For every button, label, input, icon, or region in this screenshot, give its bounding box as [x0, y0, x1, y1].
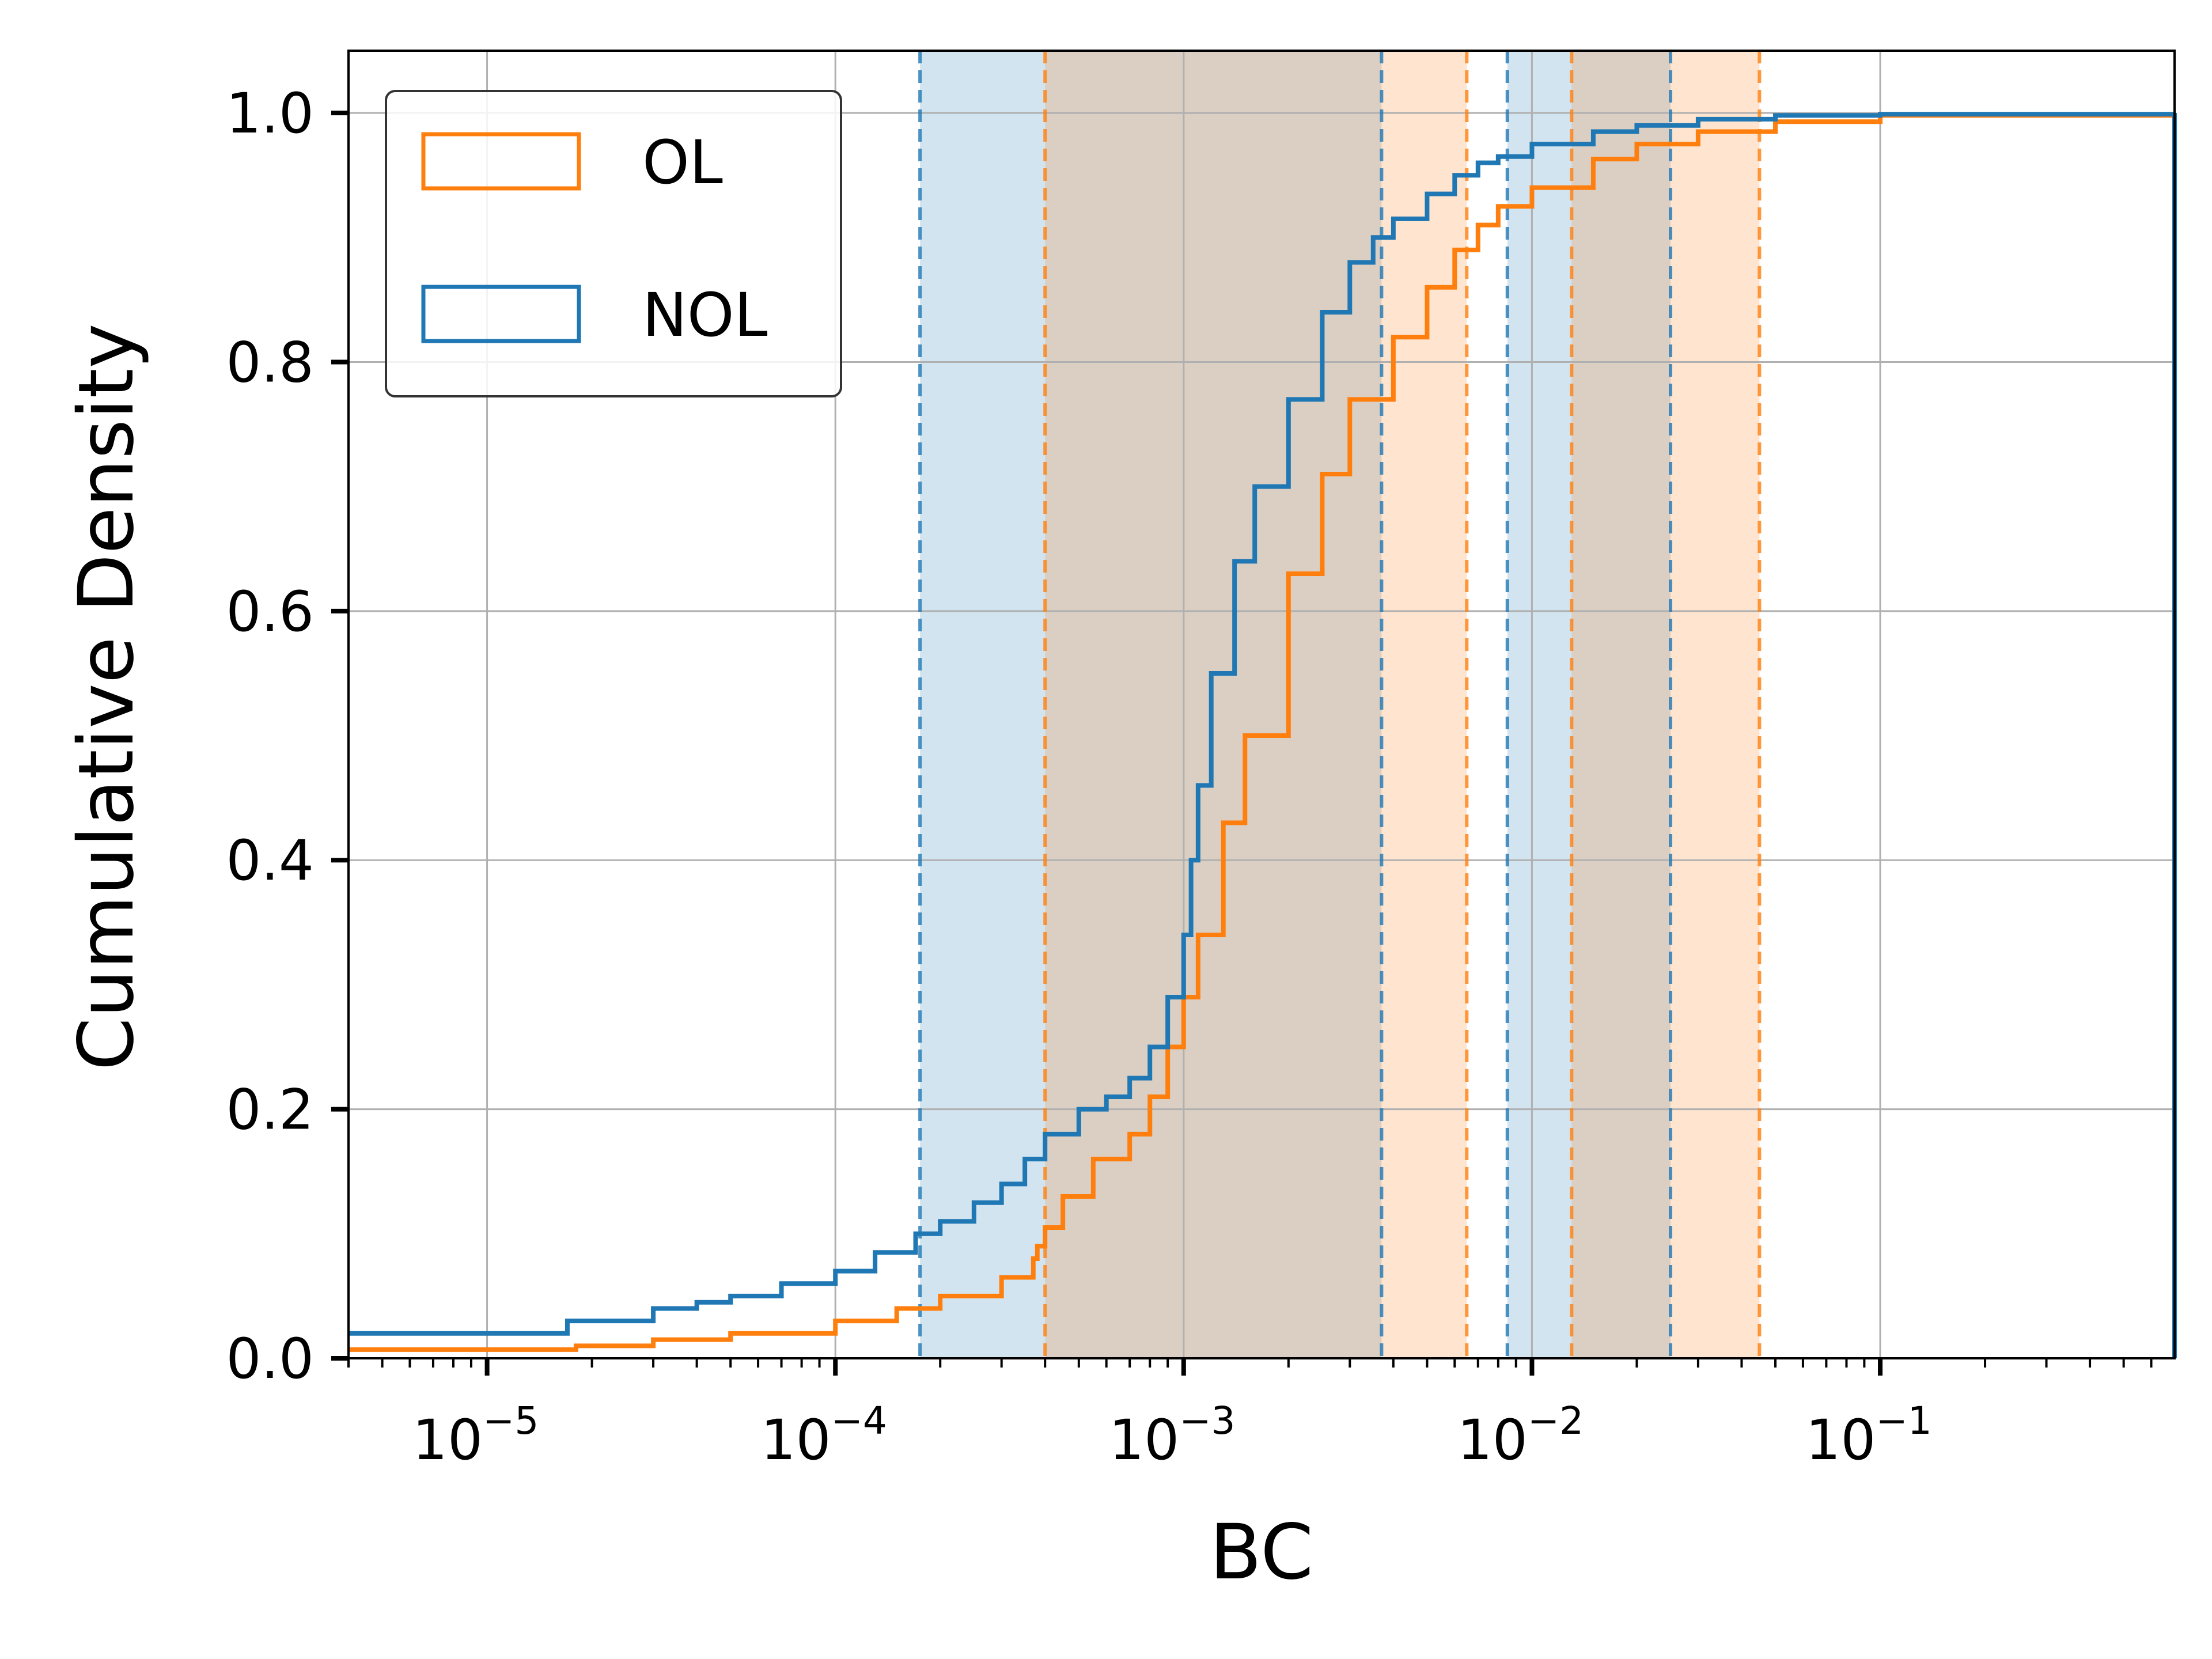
y-tick-label-1: 0.2 [226, 1078, 314, 1142]
y-tick-label-3: 0.6 [226, 579, 314, 644]
y-tick-label-5: 1.0 [226, 81, 314, 146]
percentile-dashed-lines [918, 51, 1762, 1358]
plot-frame [347, 50, 2176, 1359]
x-tick-label-2: 10−3 [1109, 1399, 1235, 1472]
legend-swatch-nol [421, 285, 581, 343]
x-axis-label: BC [1210, 1508, 1313, 1597]
series-line-nol [349, 112, 2177, 1358]
band-nol-0 [920, 51, 1382, 1358]
legend-label-ol: OL [642, 127, 723, 198]
legend: OL NOL [385, 90, 842, 397]
y-tick-label-4: 0.8 [226, 330, 314, 395]
band-ol-1 [1571, 51, 1760, 1358]
x-tick-label-0: 10−5 [412, 1399, 539, 1472]
axis-ticks [331, 111, 2153, 1376]
x-tick-label-3: 10−2 [1457, 1399, 1584, 1472]
x-tick-label-4: 10−1 [1805, 1399, 1931, 1472]
legend-label-nol: NOL [642, 280, 768, 350]
band-nol-1 [1507, 51, 1671, 1358]
legend-box [385, 90, 842, 397]
axis-tick-labels: 0.0 0.2 0.4 0.6 0.8 1.0 10−5 10−4 10−3 10−2 10−1 [226, 81, 1931, 1472]
series-lines [349, 112, 2177, 1358]
band-ol-0 [1045, 51, 1467, 1358]
percentile-bands [920, 51, 1760, 1358]
y-axis-label: Cumulative Density [62, 323, 151, 1070]
x-tick-label-1: 10−4 [760, 1399, 887, 1472]
legend-swatch-ol [421, 132, 581, 191]
series-line-ol [349, 113, 2177, 1358]
y-tick-label-2: 0.4 [226, 828, 314, 893]
y-tick-label-0: 0.0 [226, 1327, 314, 1391]
